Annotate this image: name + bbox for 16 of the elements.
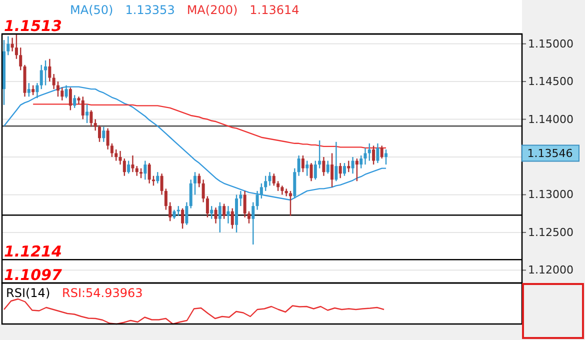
- y-tick-label: 1.12500: [528, 226, 574, 239]
- text: 1.13353: [125, 3, 175, 17]
- annotation: 1.1097: [4, 266, 62, 284]
- y-tick-label: 1.13000: [528, 188, 574, 202]
- chart-title: RSI(14): [6, 286, 50, 300]
- y-tick-label: 1.14000: [528, 112, 574, 126]
- y-tick-label: 1.15000: [528, 37, 574, 50]
- text: 1.13546: [527, 147, 573, 160]
- annotation: RSI:54.93963: [62, 286, 143, 300]
- y-tick-label: 1.14500: [528, 75, 574, 88]
- y-tick-label: 1.12000: [528, 264, 574, 277]
- ref-line-label: 1.1513: [4, 17, 62, 35]
- text: 1.13614: [250, 3, 300, 17]
- text: MA(200): [186, 3, 238, 17]
- text: MA(50): [70, 3, 114, 17]
- ref-line-label: 1.1214: [4, 242, 62, 261]
